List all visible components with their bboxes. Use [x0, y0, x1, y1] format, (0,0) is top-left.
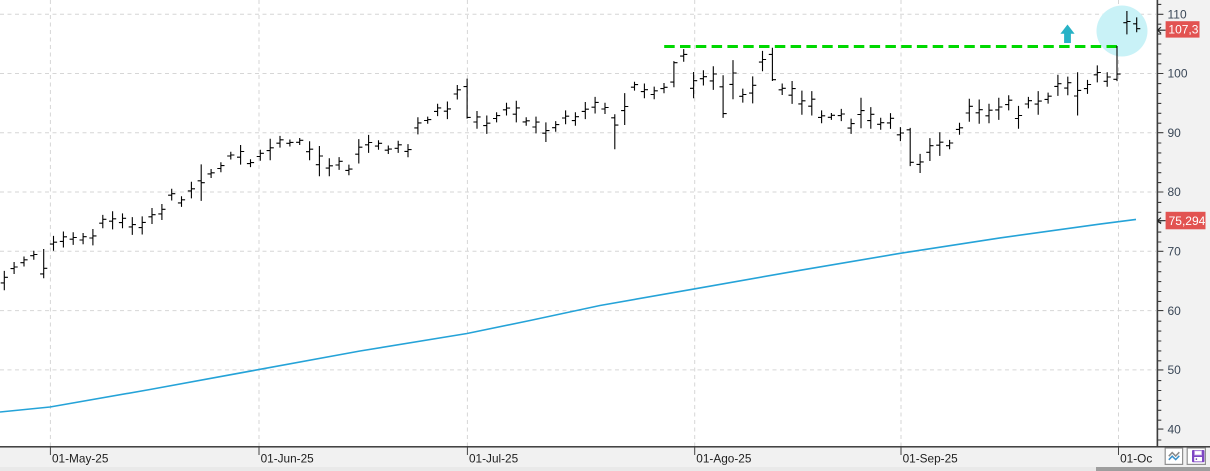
svg-text:01-Jul-25: 01-Jul-25 [469, 452, 519, 466]
svg-text:40: 40 [1168, 422, 1182, 436]
svg-text:70: 70 [1168, 245, 1182, 259]
svg-text:50: 50 [1168, 363, 1182, 377]
svg-text:90: 90 [1168, 126, 1182, 140]
svg-text:01-Oc: 01-Oc [1120, 452, 1152, 466]
svg-text:01-Ago-25: 01-Ago-25 [696, 452, 752, 466]
svg-text:01-Jun-25: 01-Jun-25 [261, 452, 315, 466]
svg-text:01-May-25: 01-May-25 [52, 452, 109, 466]
svg-text:60: 60 [1168, 304, 1182, 318]
svg-text:110: 110 [1168, 8, 1187, 22]
svg-text:75,294: 75,294 [1169, 214, 1206, 228]
svg-text:107,3: 107,3 [1168, 23, 1198, 37]
svg-text:80: 80 [1168, 185, 1182, 199]
svg-text:100: 100 [1168, 67, 1188, 81]
svg-text:01-Sep-25: 01-Sep-25 [903, 452, 959, 466]
